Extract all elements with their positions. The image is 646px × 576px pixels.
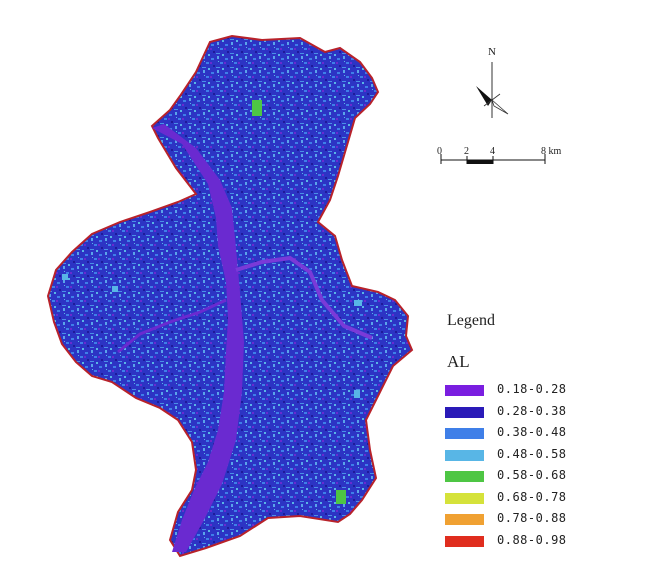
legend-title: Legend xyxy=(447,312,495,329)
legend-label: 0.18-0.28 xyxy=(497,382,567,396)
legend-swatch xyxy=(445,535,484,547)
river xyxy=(152,124,244,552)
light-patch xyxy=(112,286,118,292)
legend-label: 0.88-0.98 xyxy=(497,532,567,547)
scale-tick-4: 4 xyxy=(490,146,495,157)
legend-item: 0.38-0.48 xyxy=(445,425,615,442)
legend-swatch xyxy=(445,428,484,439)
legend-item: 0.78-0.88 xyxy=(445,511,615,528)
legend-item: 0.18-0.28 xyxy=(445,382,615,399)
legend-label: 0.68-0.78 xyxy=(497,489,567,504)
light-patch xyxy=(336,490,346,504)
legend-item: 0.28-0.38 xyxy=(445,403,615,421)
legend-swatch xyxy=(445,449,484,461)
scale-tick-8km: 8 km xyxy=(541,146,562,157)
legend-swatch xyxy=(445,514,484,525)
legend-variable: AL xyxy=(447,352,470,371)
legend-label: 0.48-0.58 xyxy=(497,446,567,461)
legend-label: 0.38-0.48 xyxy=(497,425,567,439)
legend-label: 0.58-0.68 xyxy=(497,468,567,482)
legend-swatch xyxy=(445,492,484,504)
legend-item: 0.58-0.68 xyxy=(445,468,615,485)
light-patch xyxy=(252,100,262,116)
scale-bar xyxy=(440,154,546,164)
legend-swatch xyxy=(445,471,484,482)
legend-label: 0.78-0.88 xyxy=(497,511,567,525)
legend-swatch xyxy=(445,406,484,418)
light-patch xyxy=(354,300,362,306)
legend-item: 0.88-0.98 xyxy=(445,532,615,550)
legend-swatch xyxy=(445,385,484,396)
north-arrow xyxy=(476,62,509,118)
legend-item: 0.68-0.78 xyxy=(445,489,615,507)
north-label: N xyxy=(488,46,496,58)
legend-label: 0.28-0.38 xyxy=(497,403,567,418)
tributary-west xyxy=(117,298,227,354)
scale-tick-0: 0 xyxy=(437,146,442,157)
tributary xyxy=(235,255,373,340)
light-patch xyxy=(354,390,360,398)
legend-item: 0.48-0.58 xyxy=(445,446,615,464)
scale-tick-2: 2 xyxy=(464,146,469,157)
light-patch xyxy=(62,274,68,280)
